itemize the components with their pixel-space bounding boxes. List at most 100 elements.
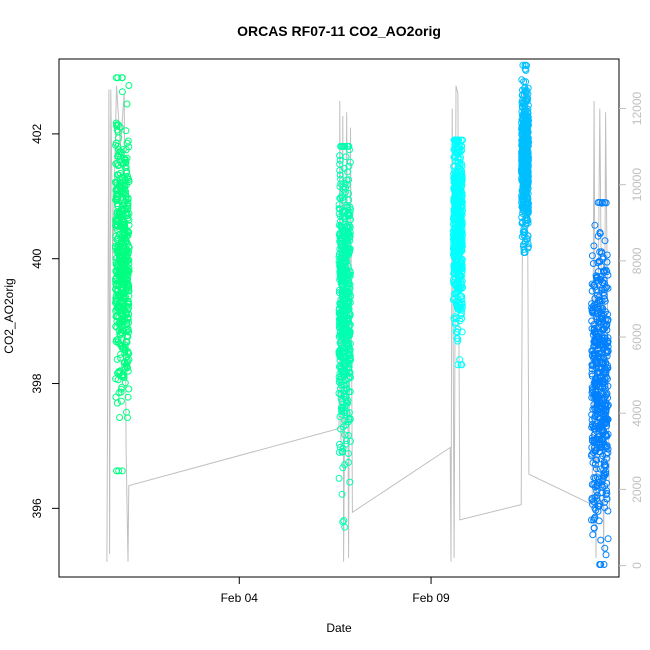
data-point: [600, 342, 607, 350]
data-point: [599, 312, 607, 320]
data-point: [340, 207, 348, 215]
data-point: [592, 446, 600, 454]
data-point: [347, 216, 354, 224]
data-point: [602, 551, 610, 559]
data-point: [603, 495, 611, 503]
data-point: [346, 292, 354, 300]
data-point: [522, 135, 530, 143]
data-point: [115, 467, 123, 475]
data-point: [591, 412, 599, 420]
data-point: [346, 321, 354, 329]
data-point: [112, 195, 120, 202]
y-tick-label: 398: [30, 373, 44, 393]
data-point: [457, 361, 465, 369]
data-point: [346, 284, 354, 292]
data-point: [521, 204, 529, 212]
data-point: [338, 303, 346, 311]
data-point: [595, 414, 603, 422]
data-point: [112, 119, 120, 127]
data-point: [116, 318, 124, 325]
data-point: [520, 112, 528, 120]
data-point: [459, 136, 466, 144]
data-point: [341, 328, 349, 336]
data-point: [345, 317, 352, 325]
data-point: [598, 199, 606, 206]
data-point: [603, 454, 611, 462]
data-point: [519, 61, 527, 69]
data-point: [336, 376, 344, 384]
data-point: [115, 216, 123, 224]
data-point: [112, 274, 120, 281]
data-point: [338, 234, 346, 242]
data-point: [125, 210, 133, 217]
data-point: [342, 153, 350, 161]
data-point: [346, 158, 354, 166]
data-point: [524, 128, 532, 136]
data-point: [520, 231, 528, 239]
data-point: [589, 347, 597, 355]
data-point: [603, 251, 611, 259]
data-point: [452, 282, 460, 290]
data-point: [123, 100, 131, 108]
data-point: [524, 219, 532, 227]
data-point: [593, 456, 601, 464]
data-point: [114, 74, 122, 82]
data-point: [604, 317, 612, 325]
data-point: [591, 221, 599, 229]
data-point: [115, 268, 123, 276]
data-point: [345, 458, 352, 466]
data-point: [452, 209, 460, 217]
data-point: [604, 535, 612, 543]
secondary-y-tick-label: 4000: [630, 400, 644, 427]
data-point: [339, 196, 347, 204]
data-point: [346, 229, 354, 236]
data-point: [341, 431, 349, 439]
data-point: [594, 300, 602, 308]
data-point: [591, 447, 599, 455]
data-point: [123, 139, 131, 147]
data-points: [111, 61, 612, 568]
data-point: [593, 427, 601, 435]
data-point: [518, 131, 526, 139]
plot-frame: [58, 58, 620, 578]
data-point: [521, 61, 529, 69]
data-point: [112, 280, 120, 288]
data-point: [521, 84, 528, 92]
data-point: [340, 517, 348, 524]
data-point: [116, 123, 124, 131]
data-point: [520, 161, 528, 169]
data-point: [519, 169, 526, 177]
data-point: [337, 271, 345, 278]
data-point: [120, 251, 128, 259]
data-point: [346, 352, 354, 360]
data-point: [341, 142, 349, 150]
flight-series-5: [588, 199, 612, 568]
data-point: [344, 418, 352, 426]
data-point: [589, 531, 597, 539]
data-point: [600, 289, 608, 297]
data-point: [125, 229, 133, 237]
data-point: [119, 372, 127, 380]
data-point: [345, 369, 353, 377]
data-point: [454, 337, 462, 345]
data-point: [589, 260, 597, 267]
data-point: [346, 332, 353, 340]
data-point: [597, 275, 605, 283]
data-point: [121, 341, 129, 349]
data-point: [124, 333, 132, 341]
data-point: [594, 232, 602, 240]
data-point: [125, 221, 133, 229]
data-point: [347, 269, 354, 277]
data-point: [337, 213, 344, 220]
data-point: [450, 294, 458, 302]
data-point: [524, 113, 532, 121]
data-point: [336, 156, 344, 164]
data-point: [340, 165, 348, 172]
data-point: [112, 285, 120, 293]
data-point: [595, 475, 603, 483]
data-point: [456, 221, 464, 228]
data-point: [457, 166, 465, 174]
data-point: [345, 224, 353, 232]
